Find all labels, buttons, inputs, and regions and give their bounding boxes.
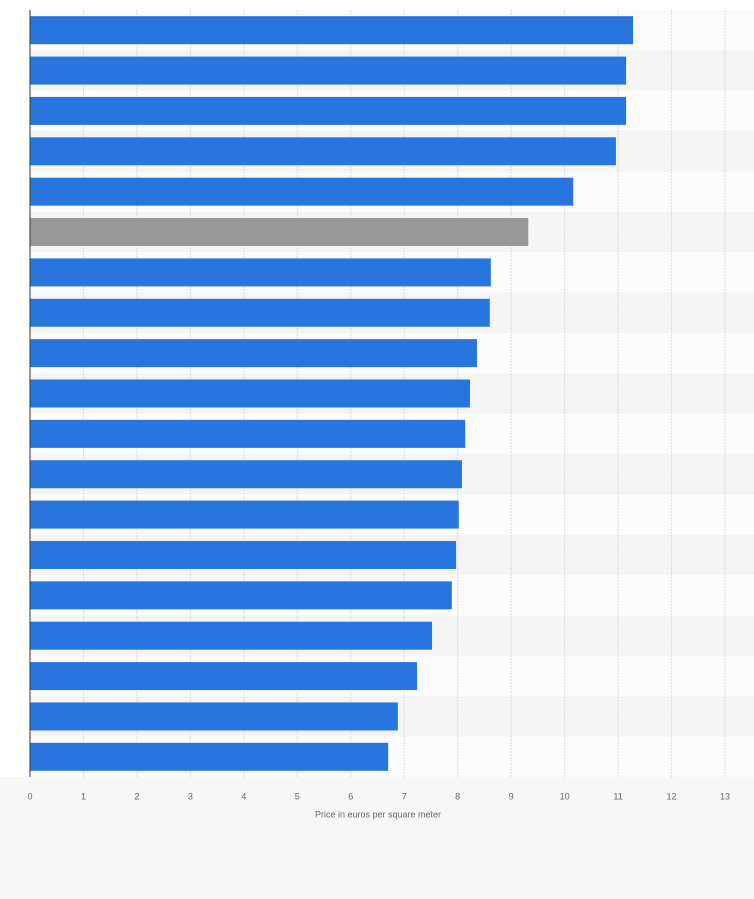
bar <box>30 581 452 610</box>
x-tick-label: 1 <box>81 791 86 801</box>
bar <box>30 339 477 368</box>
bar <box>30 137 616 166</box>
x-tick-label: 3 <box>188 791 193 801</box>
bar <box>30 258 491 287</box>
x-tick-label: 12 <box>667 791 677 801</box>
bar <box>30 621 433 650</box>
bar <box>30 16 634 45</box>
bar <box>30 460 462 489</box>
bar <box>30 500 459 529</box>
footer-background <box>0 777 754 899</box>
x-tick-label: 7 <box>402 791 407 801</box>
bar <box>30 702 398 731</box>
x-tick-label: 13 <box>720 791 730 801</box>
x-tick-label: 6 <box>348 791 353 801</box>
bar <box>30 540 457 569</box>
bar <box>30 177 574 206</box>
x-tick-label: 0 <box>27 791 32 801</box>
bar <box>30 742 389 771</box>
bar <box>30 218 529 247</box>
bar <box>30 298 490 327</box>
x-tick-label: 10 <box>560 791 570 801</box>
bar <box>30 662 418 691</box>
x-tick-label: 2 <box>134 791 139 801</box>
x-tick-label: 9 <box>509 791 514 801</box>
x-tick-label: 11 <box>613 791 622 801</box>
x-tick-label: 8 <box>455 791 460 801</box>
x-axis-label: Price in euros per square meter <box>315 809 441 819</box>
bar <box>30 56 627 85</box>
x-tick-label: 5 <box>295 791 300 801</box>
bar <box>30 96 627 125</box>
bar <box>30 379 470 408</box>
x-tick-label: 4 <box>241 791 246 801</box>
bar <box>30 419 466 448</box>
